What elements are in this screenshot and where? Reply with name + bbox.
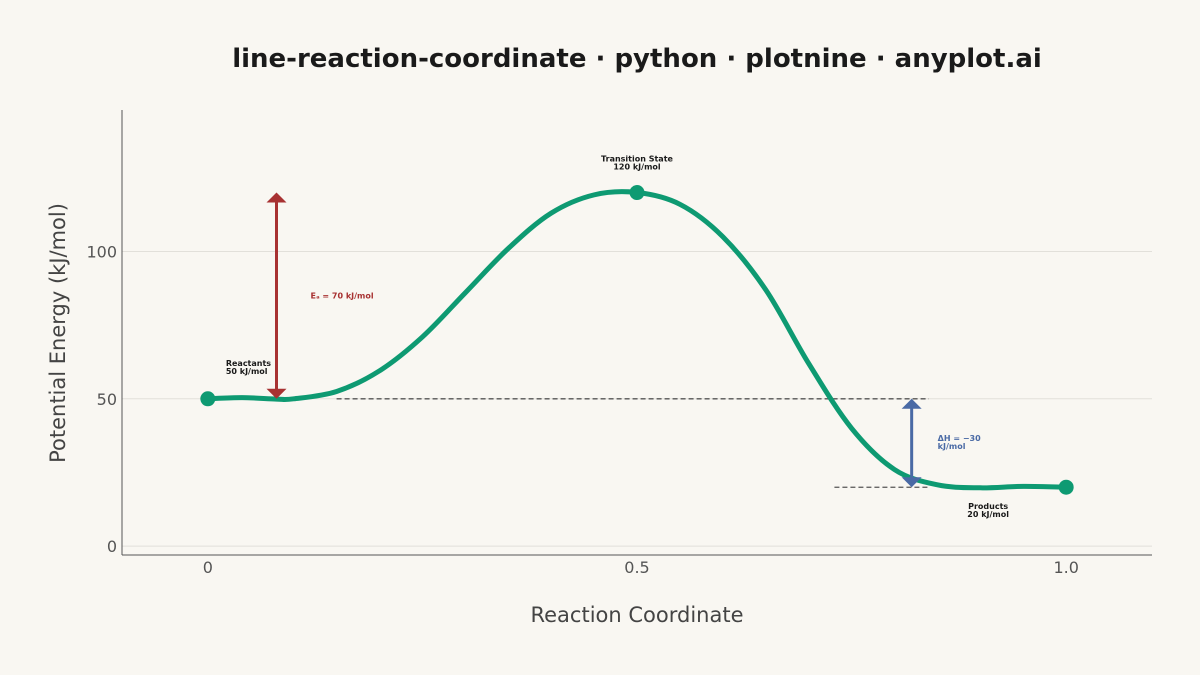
y-tick-label: 0 [107, 537, 117, 556]
energy-annotation-line: ΔH = −30 [938, 434, 981, 443]
x-tick-label: 0 [203, 558, 213, 577]
energy-annotation-label: ΔH = −30 kJ/mol [938, 434, 981, 451]
chart-title: line-reaction-coordinate · python · plot… [232, 44, 1042, 74]
key-point-label-line: 20 kJ/mol [967, 510, 1009, 519]
key-point [629, 185, 645, 201]
arrowhead-up [266, 192, 287, 203]
arrowhead-down [266, 388, 287, 399]
key-point-label-line: 50 kJ/mol [226, 367, 268, 376]
key-point-label: Reactants 50 kJ/mol [226, 359, 271, 376]
y-tick-label: 100 [86, 242, 117, 261]
x-tick-label: 0.5 [624, 558, 649, 577]
y-tick-label: 50 [97, 390, 117, 409]
x-axis-label: Reaction Coordinate [530, 603, 743, 627]
key-point [1058, 479, 1074, 495]
x-tick-label: 1.0 [1053, 558, 1078, 577]
arrowhead-down [901, 477, 922, 488]
key-point-label: Transition State 120 kJ/mol [601, 155, 673, 172]
key-point-label-line: Reactants [226, 359, 271, 368]
arrowhead-up [901, 398, 922, 409]
key-point-label-line: Transition State [601, 155, 673, 164]
key-point [200, 391, 216, 407]
key-point-label-line: Products [968, 502, 1008, 511]
energy-annotation-line: Eₐ = 70 kJ/mol [311, 292, 374, 301]
y-axis-label: Potential Energy (kJ/mol) [46, 203, 70, 463]
key-point-label: Products 20 kJ/mol [967, 502, 1009, 519]
energy-annotation-label: Eₐ = 70 kJ/mol [311, 292, 374, 301]
key-point-label-line: 120 kJ/mol [613, 163, 661, 172]
plot-area: 0 50 100 0 0.5 1.0 Reactants 50 kJ/mol Transitio… [86, 110, 1152, 577]
energy-annotation-line: kJ/mol [938, 442, 966, 451]
